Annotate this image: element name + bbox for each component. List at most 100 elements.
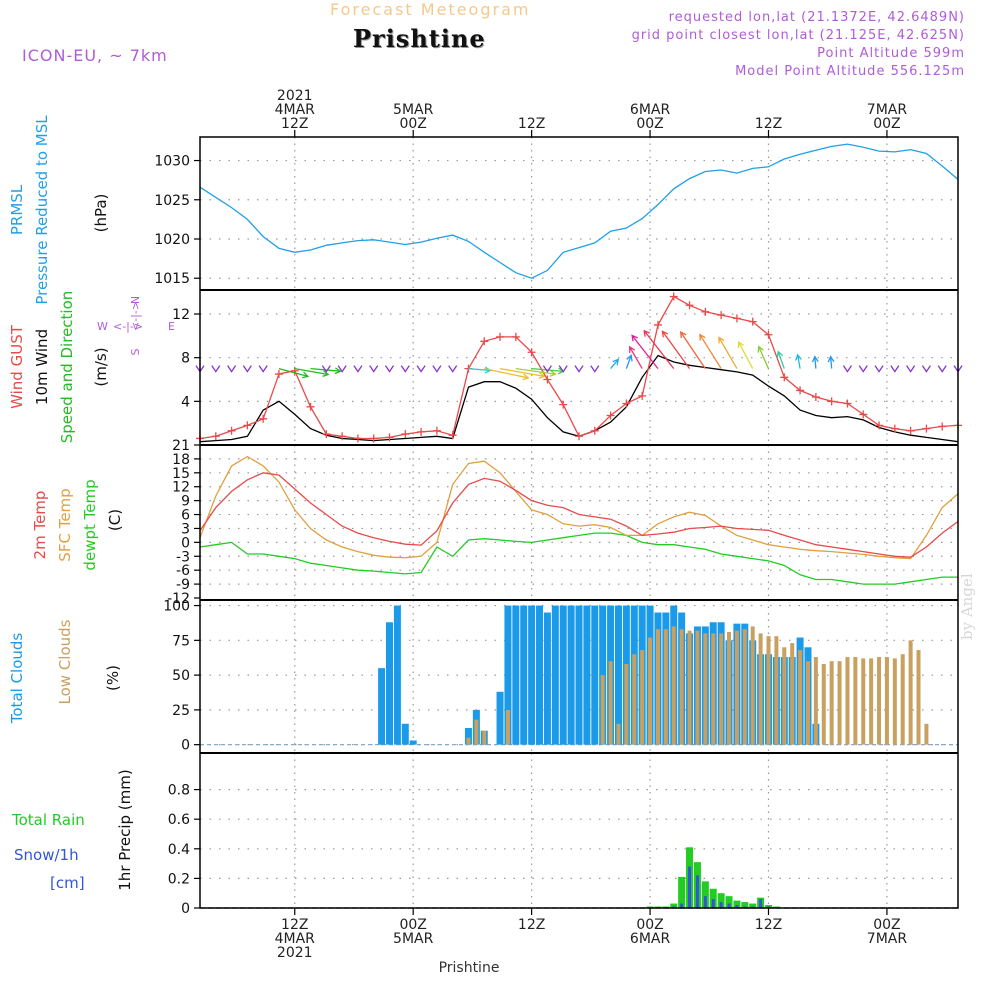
wind-direction-arrow (610, 358, 620, 370)
low-cloud-bar (687, 630, 692, 745)
snow-bar (727, 903, 731, 908)
snow-bar (695, 875, 699, 908)
low-cloud-bar (916, 650, 921, 745)
y-tick-label: 4 (181, 394, 190, 410)
pressure-label-2: Pressure Reduced to MSL (33, 115, 51, 305)
y-tick-label: 18 (172, 452, 190, 468)
wind-direction-chevron (448, 365, 458, 373)
dewpoint-line (199, 532, 958, 585)
wind-direction-chevron (400, 365, 410, 373)
total-cloud-bar (614, 605, 622, 745)
rain-bar (741, 902, 749, 908)
wind-direction-chevron (432, 365, 442, 373)
low-cloud-bar (908, 640, 913, 745)
total-cloud-bar (559, 605, 567, 745)
y-tick-label: 9 (181, 494, 190, 510)
pressure-line (199, 143, 959, 279)
low-cloud-bar (482, 730, 487, 745)
wind-direction-arrow (294, 367, 330, 378)
gust-marker (811, 392, 820, 401)
low-cloud-bar (750, 626, 755, 745)
top-time-label: 12Z (281, 116, 308, 132)
wind-direction-chevron (242, 365, 252, 373)
low-cloud-bar (624, 663, 629, 745)
gust-marker (511, 332, 520, 341)
wind-direction-chevron (590, 365, 600, 373)
bottom-time-label: 12Z (281, 917, 308, 933)
gust-marker (780, 373, 789, 382)
compass-w: W (97, 320, 108, 333)
y-tick-label: 0.6 (168, 812, 190, 828)
wind-direction-chevron (227, 365, 237, 373)
top-time-label: 2021 (277, 88, 313, 104)
top-time-label: 5MAR (393, 102, 434, 118)
rain-bar (725, 896, 733, 908)
total-cloud-bar (520, 605, 528, 745)
bottom-time-label: 2021 (277, 945, 313, 961)
top-time-label: 7MAR (867, 102, 908, 118)
wind-direction-arrow (827, 355, 835, 369)
bottom-time-label: 12Z (518, 917, 545, 933)
gust-marker (890, 424, 899, 433)
top-time-label: 12Z (755, 116, 782, 132)
gust-marker (606, 411, 615, 420)
low-cloud-bar (505, 709, 510, 745)
wind-direction-chevron (937, 365, 947, 373)
wind-direction-arrow (737, 340, 754, 369)
low-cloud-bar (813, 657, 818, 745)
bottom-time-label: 4MAR (275, 931, 316, 947)
rain-label: Total Rain (11, 811, 85, 829)
wind-direction-arrow (278, 367, 310, 379)
gust-marker (353, 434, 362, 443)
total-cloud-bar (591, 605, 599, 745)
wind-direction-chevron (321, 365, 331, 373)
snow-label: Snow/1h (14, 846, 79, 864)
low-cloud-bar (466, 737, 471, 745)
total-cloud-bar (504, 605, 512, 745)
wind-direction-arrow (757, 345, 770, 369)
dewpt-label: dewpt Temp (81, 479, 99, 570)
low-cloud-bar (877, 657, 882, 745)
snow-bar (680, 903, 684, 908)
snow-bar (688, 866, 692, 908)
low-cloud-bar (663, 629, 668, 745)
snow-bar (703, 896, 707, 908)
low-cloud-bar (861, 658, 866, 745)
wind-direction-arrow (795, 353, 802, 369)
gust-marker (796, 386, 805, 395)
low-cloud-bar (782, 647, 787, 745)
gust-marker (480, 337, 489, 346)
wind-direction-arrow (661, 330, 691, 369)
low-cloud-bar (703, 633, 708, 745)
y-tick-label: 15 (172, 466, 190, 482)
gust-marker (432, 426, 441, 435)
sfc-temp-line (199, 455, 959, 560)
gust-marker (417, 427, 426, 436)
gust-marker (764, 330, 773, 339)
low-cloud-bar (900, 654, 905, 745)
model-altitude: Model Point Altitude 556.125m (735, 64, 965, 79)
grid-layer (200, 137, 958, 908)
wind-direction-chevron (558, 365, 568, 373)
wind-label: 10m Wind (33, 329, 51, 405)
cloud-units: (%) (104, 665, 122, 691)
y-tick-label: 0 (181, 901, 190, 917)
temp-label: 2m Temp (31, 491, 49, 560)
y-tick-label: 0.2 (168, 871, 190, 887)
model-label: ICON-EU, ~ 7km (22, 46, 168, 65)
label-layer: 10151020102510304812-12-9-6-303691215182… (8, 88, 907, 976)
pressure-units: (hPa) (92, 194, 110, 233)
gust-marker (922, 424, 931, 433)
wind-direction-arrow (776, 350, 785, 369)
bottom-time-label: 00Z (399, 917, 426, 933)
bottom-time-label: 6MAR (630, 931, 671, 947)
gust-marker (717, 311, 726, 320)
low-cloud-bar (616, 723, 621, 745)
y-tick-label: 0.8 (168, 783, 190, 799)
wind-direction-chevron (921, 365, 931, 373)
gust-marker (338, 432, 347, 441)
low-cloud-bar (679, 629, 684, 745)
gust-marker (575, 432, 583, 441)
bottom-time-label: 7MAR (867, 931, 908, 947)
temp-units: (C) (106, 509, 124, 531)
